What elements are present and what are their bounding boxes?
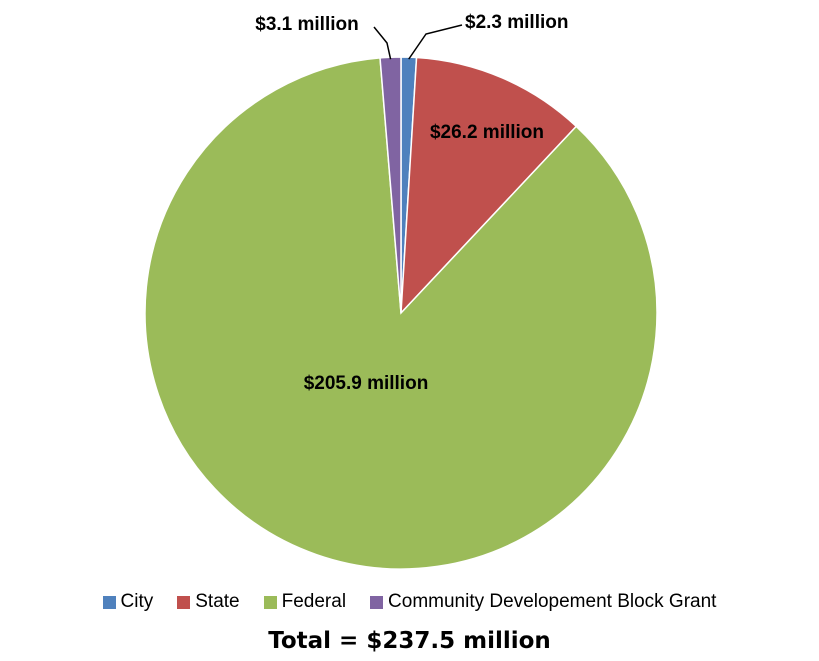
- legend: City State Federal Community Developement B…: [0, 591, 819, 613]
- legend-item-city: City: [102, 591, 154, 613]
- legend-item-community-developement-block-grant: Community Developement Block Grant: [370, 591, 716, 613]
- leader-line-community-developement-block-grant: [373, 26, 392, 60]
- legend-item-state: State: [177, 591, 240, 613]
- chart-total-label: Total = $237.5 million: [268, 628, 551, 654]
- legend-label: Community Developement Block Grant: [388, 591, 717, 612]
- legend-swatch: [102, 595, 116, 609]
- data-label-city: $2.3 million: [465, 12, 568, 33]
- data-label-community-developement-block-grant: $3.1 million: [255, 14, 358, 35]
- pie-slice-federal: [144, 57, 658, 570]
- legend-swatch: [370, 595, 384, 609]
- legend-swatch: [177, 595, 191, 609]
- leader-line-city: [408, 24, 463, 60]
- pie-chart: $2.3 million $26.2 million $205.9 million $…: [144, 12, 658, 570]
- legend-label: Federal: [281, 591, 347, 612]
- legend-label: State: [195, 591, 240, 612]
- data-labels: $2.3 million $26.2 million $205.9 million $…: [255, 12, 568, 394]
- leader-lines: [373, 24, 463, 60]
- data-label-federal: $205.9 million: [304, 373, 429, 394]
- pie-slices: [144, 56, 658, 570]
- legend-item-federal: Federal: [263, 591, 347, 613]
- legend-swatch: [263, 595, 277, 609]
- data-label-state: $26.2 million: [430, 122, 544, 143]
- pie-slice-state: [400, 56, 578, 316]
- legend-label: City: [120, 591, 154, 612]
